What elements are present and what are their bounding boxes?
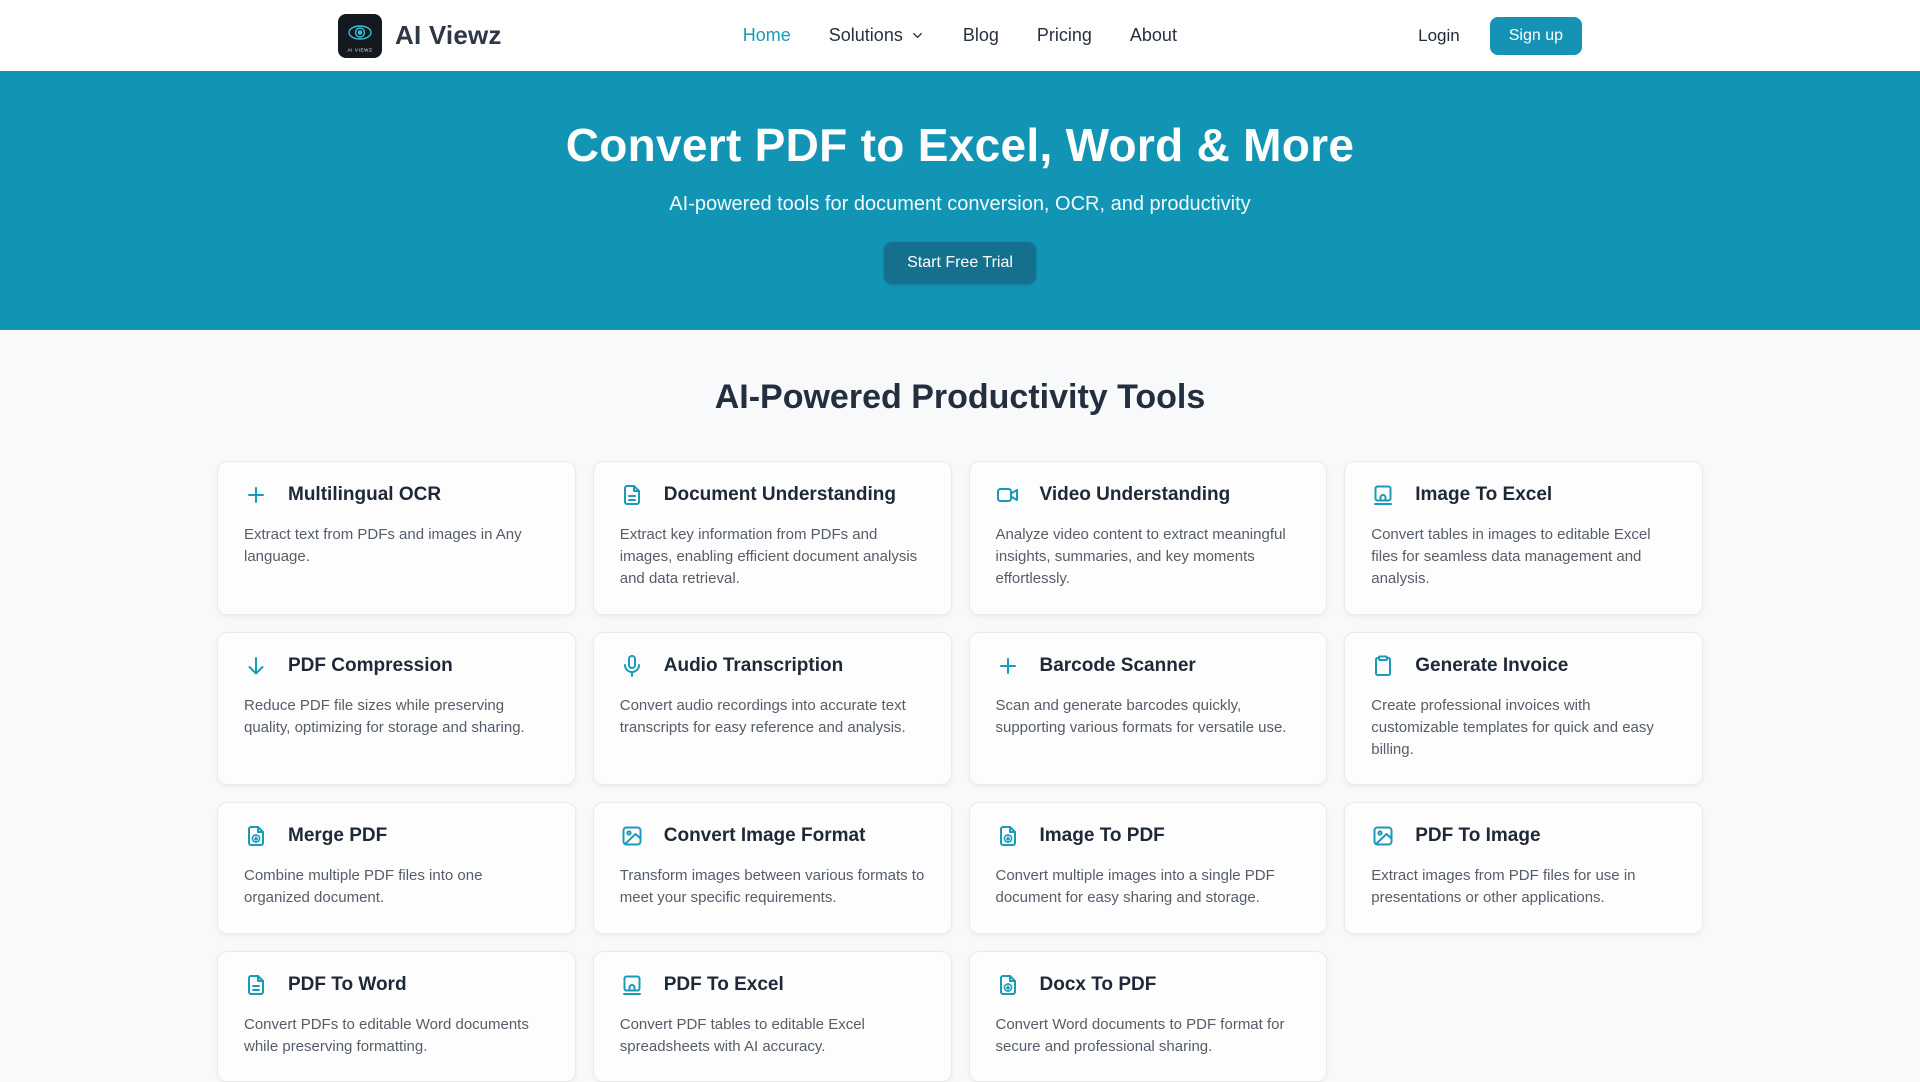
tool-card-title: Merge PDF [288, 825, 388, 847]
tool-card[interactable]: Convert Image Format Transform images be… [592, 802, 952, 934]
top-navbar: AI VIEWZ AI Viewz Home Solutions Blog Prici… [0, 0, 1920, 71]
tool-card[interactable]: Barcode Scanner Scan and generate barcod… [968, 631, 1328, 786]
tool-card[interactable]: Multilingual OCR Extract text from PDFs … [217, 461, 576, 615]
tool-card-title: Convert Image Format [663, 825, 866, 847]
tool-card[interactable]: PDF To Word Convert PDFs to editable Wor… [217, 950, 576, 1082]
tools-heading: AI-Powered Productivity Tools [714, 378, 1206, 416]
tool-card-description: Scan and generate barcodes quickly, supp… [995, 696, 1287, 736]
tool-card[interactable]: Image To Excel Convert tables in images … [1344, 461, 1703, 615]
tool-card-description: Convert PDF tables to editable Excel spr… [619, 1015, 865, 1055]
nav-item-solutions[interactable]: Solutions [829, 25, 925, 46]
tool-card-title: Document Understanding [663, 484, 896, 505]
chevron-down-icon [910, 28, 925, 43]
microphone-icon [620, 654, 644, 678]
tools-section: AI-Powered Productivity Tools Multilingu… [0, 330, 1920, 1082]
start-free-trial-button[interactable]: Start Free Trial [884, 241, 1036, 284]
file-download-icon [244, 824, 268, 848]
laptop-icon [1371, 483, 1395, 507]
tool-card[interactable]: Document Understanding Extract key infor… [592, 461, 952, 615]
nav-item-about[interactable]: About [1129, 25, 1177, 45]
tool-card-description: Analyze video content to extract meaning… [995, 526, 1286, 588]
tool-card-description: Convert PDFs to editable Word documents … [244, 1015, 529, 1055]
tool-card-description: Extract text from PDFs and images in Any… [244, 526, 522, 566]
image-icon [1371, 824, 1395, 848]
arrow-down-icon [244, 654, 268, 678]
tool-card-description: Convert tables in images to editable Exc… [1371, 526, 1651, 588]
tool-card-title: Docx To PDF [1039, 973, 1157, 995]
tool-card-title: PDF To Word [288, 973, 407, 995]
signup-button[interactable]: Sign up [1489, 16, 1582, 55]
tool-card[interactable]: Docx To PDF Convert Word documents to PD… [968, 950, 1328, 1082]
tool-card-description: Create professional invoices with custom… [1371, 696, 1654, 758]
nav-item-blog[interactable]: Blog [962, 25, 999, 45]
tool-card[interactable]: Merge PDF Combine multiple PDF files int… [217, 802, 576, 934]
hero-title: Convert PDF to Excel, Word & More [565, 118, 1355, 171]
brand-logo-icon: AI VIEWZ [338, 13, 382, 58]
tool-card-description: Reduce PDF file sizes while preserving q… [244, 696, 525, 736]
tool-card[interactable]: Video Understanding Analyze video conten… [968, 461, 1328, 615]
tool-card-title: Multilingual OCR [288, 484, 442, 505]
tool-card-description: Extract images from PDF files for use in… [1371, 867, 1636, 907]
brand-name: AI Viewz [395, 20, 502, 50]
tool-card-description: Transform images between various formats… [619, 867, 925, 907]
brand[interactable]: AI VIEWZ AI Viewz [338, 13, 502, 58]
tool-card-description: Convert multiple images into a single PD… [995, 867, 1275, 907]
tool-card-title: Image To Excel [1415, 484, 1553, 505]
nav-item-pricing[interactable]: Pricing [1036, 25, 1092, 45]
tool-card-description: Convert audio recordings into accurate t… [619, 696, 906, 736]
tool-card-title: Image To PDF [1039, 825, 1165, 847]
tool-card[interactable]: PDF Compression Reduce PDF file sizes wh… [217, 631, 576, 786]
login-link[interactable]: Login [1418, 25, 1460, 45]
file-download-icon [996, 824, 1020, 848]
document-icon [620, 483, 644, 507]
tool-card-description: Combine multiple PDF files into one orga… [244, 867, 483, 907]
tool-card-description: Extract key information from PDFs and im… [619, 526, 918, 588]
tool-card[interactable]: PDF To Image Extract images from PDF fil… [1344, 802, 1703, 934]
hero-subtitle: AI-powered tools for document conversion… [669, 192, 1251, 215]
main-nav: Home Solutions Blog Pricing About [743, 25, 1177, 46]
plus-icon [996, 654, 1020, 678]
tool-card-title: Audio Transcription [663, 654, 844, 676]
tool-card[interactable]: Generate Invoice Create professional inv… [1344, 631, 1703, 786]
brand-logo-text: AI VIEWZ [348, 47, 373, 52]
tool-card[interactable]: PDF To Excel Convert PDF tables to edita… [592, 950, 952, 1082]
nav-item-home[interactable]: Home [742, 25, 791, 45]
tools-card-grid: Multilingual OCR Extract text from PDFs … [217, 461, 1703, 1082]
tool-card-description: Convert Word documents to PDF format for… [995, 1015, 1285, 1055]
tool-card[interactable]: Audio Transcription Convert audio record… [592, 631, 952, 786]
tool-card-title: Video Understanding [1039, 484, 1231, 505]
auth-area: Login Sign up [1418, 16, 1582, 55]
tool-card[interactable]: Image To PDF Convert multiple images int… [968, 802, 1328, 934]
hero-section: Convert PDF to Excel, Word & More AI-pow… [0, 71, 1920, 330]
image-icon [620, 824, 644, 848]
clipboard-icon [1371, 654, 1395, 678]
plus-icon [244, 483, 268, 507]
tool-card-title: Barcode Scanner [1039, 654, 1196, 676]
tool-card-title: PDF Compression [288, 654, 453, 676]
tool-card-title: PDF To Image [1415, 825, 1541, 847]
tool-card-title: PDF To Excel [663, 973, 784, 995]
tool-card-title: Generate Invoice [1415, 654, 1569, 676]
video-camera-icon [996, 483, 1020, 507]
